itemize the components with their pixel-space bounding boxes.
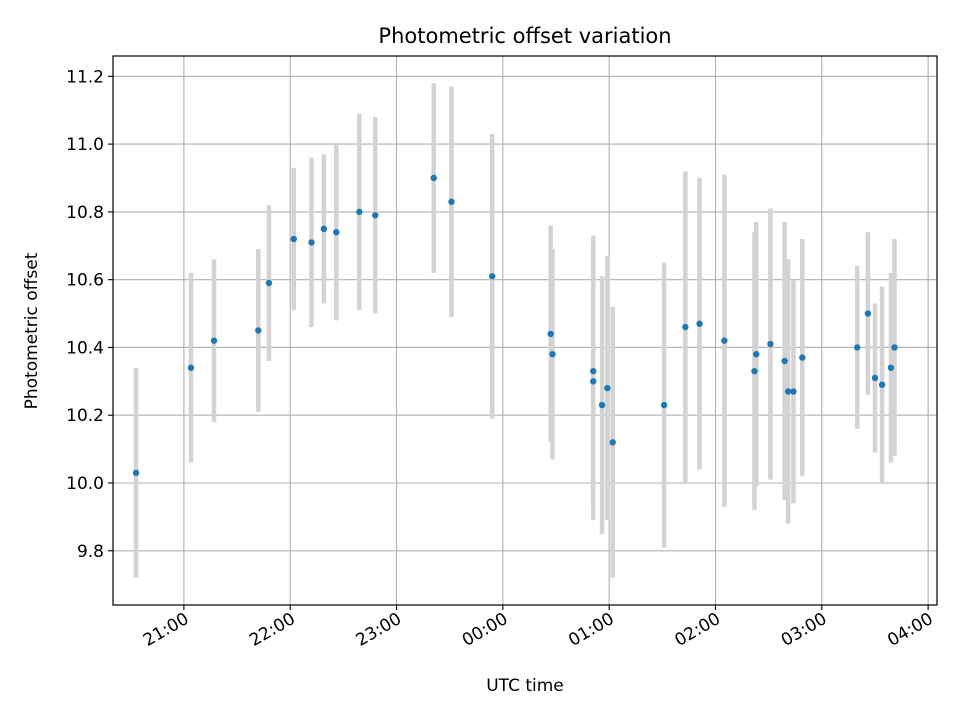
data-point	[878, 381, 886, 388]
data-point	[604, 384, 611, 392]
y-tick-label: 10.6	[66, 271, 104, 291]
data-point	[854, 344, 861, 351]
grid	[113, 56, 937, 605]
data-point	[489, 273, 496, 280]
plot-frame	[112, 55, 938, 606]
data-point	[547, 330, 554, 338]
data-point	[784, 388, 792, 395]
data-point	[210, 337, 218, 344]
data-point	[333, 229, 340, 236]
data-points	[132, 174, 898, 477]
x-axis-label: UTC time	[486, 676, 564, 696]
y-axis-ticks: 9.8 10.0 10.2 10.4 10.6 10.8 11.0 11.2	[66, 67, 113, 562]
data-point	[753, 351, 760, 358]
data-point	[448, 198, 455, 205]
data-point	[598, 401, 606, 409]
data-point	[767, 340, 774, 348]
y-tick-label: 10.4	[66, 338, 104, 358]
data-point	[265, 279, 273, 287]
data-point	[799, 354, 806, 361]
data-point	[132, 469, 140, 477]
data-point	[864, 310, 872, 317]
y-axis-label: Photometric offset	[22, 252, 42, 409]
data-point	[696, 320, 703, 327]
data-point	[255, 327, 262, 334]
y-tick-label: 11.0	[66, 135, 104, 155]
chart-title: Photometric offset variation	[378, 24, 671, 48]
data-point	[781, 357, 788, 365]
data-point	[308, 239, 315, 246]
y-tick-label: 10.8	[66, 203, 104, 223]
data-point	[660, 401, 668, 409]
data-point	[887, 364, 895, 371]
data-point	[891, 344, 898, 351]
data-point	[871, 374, 879, 382]
y-tick-label: 10.0	[66, 474, 104, 494]
y-tick-label: 10.2	[66, 406, 104, 426]
data-point	[430, 174, 437, 182]
data-point	[187, 364, 195, 371]
data-point	[682, 323, 689, 331]
data-point	[721, 337, 728, 344]
data-point	[590, 378, 597, 385]
data-point	[372, 212, 379, 219]
data-point	[790, 388, 797, 395]
y-tick-label: 11.2	[66, 67, 104, 87]
data-point	[290, 235, 297, 243]
data-point	[751, 367, 758, 375]
data-point	[590, 367, 597, 375]
y-tick-label: 9.8	[77, 542, 104, 562]
data-point	[356, 208, 363, 216]
data-point	[549, 351, 556, 358]
data-point	[320, 225, 328, 233]
data-point	[609, 439, 616, 446]
